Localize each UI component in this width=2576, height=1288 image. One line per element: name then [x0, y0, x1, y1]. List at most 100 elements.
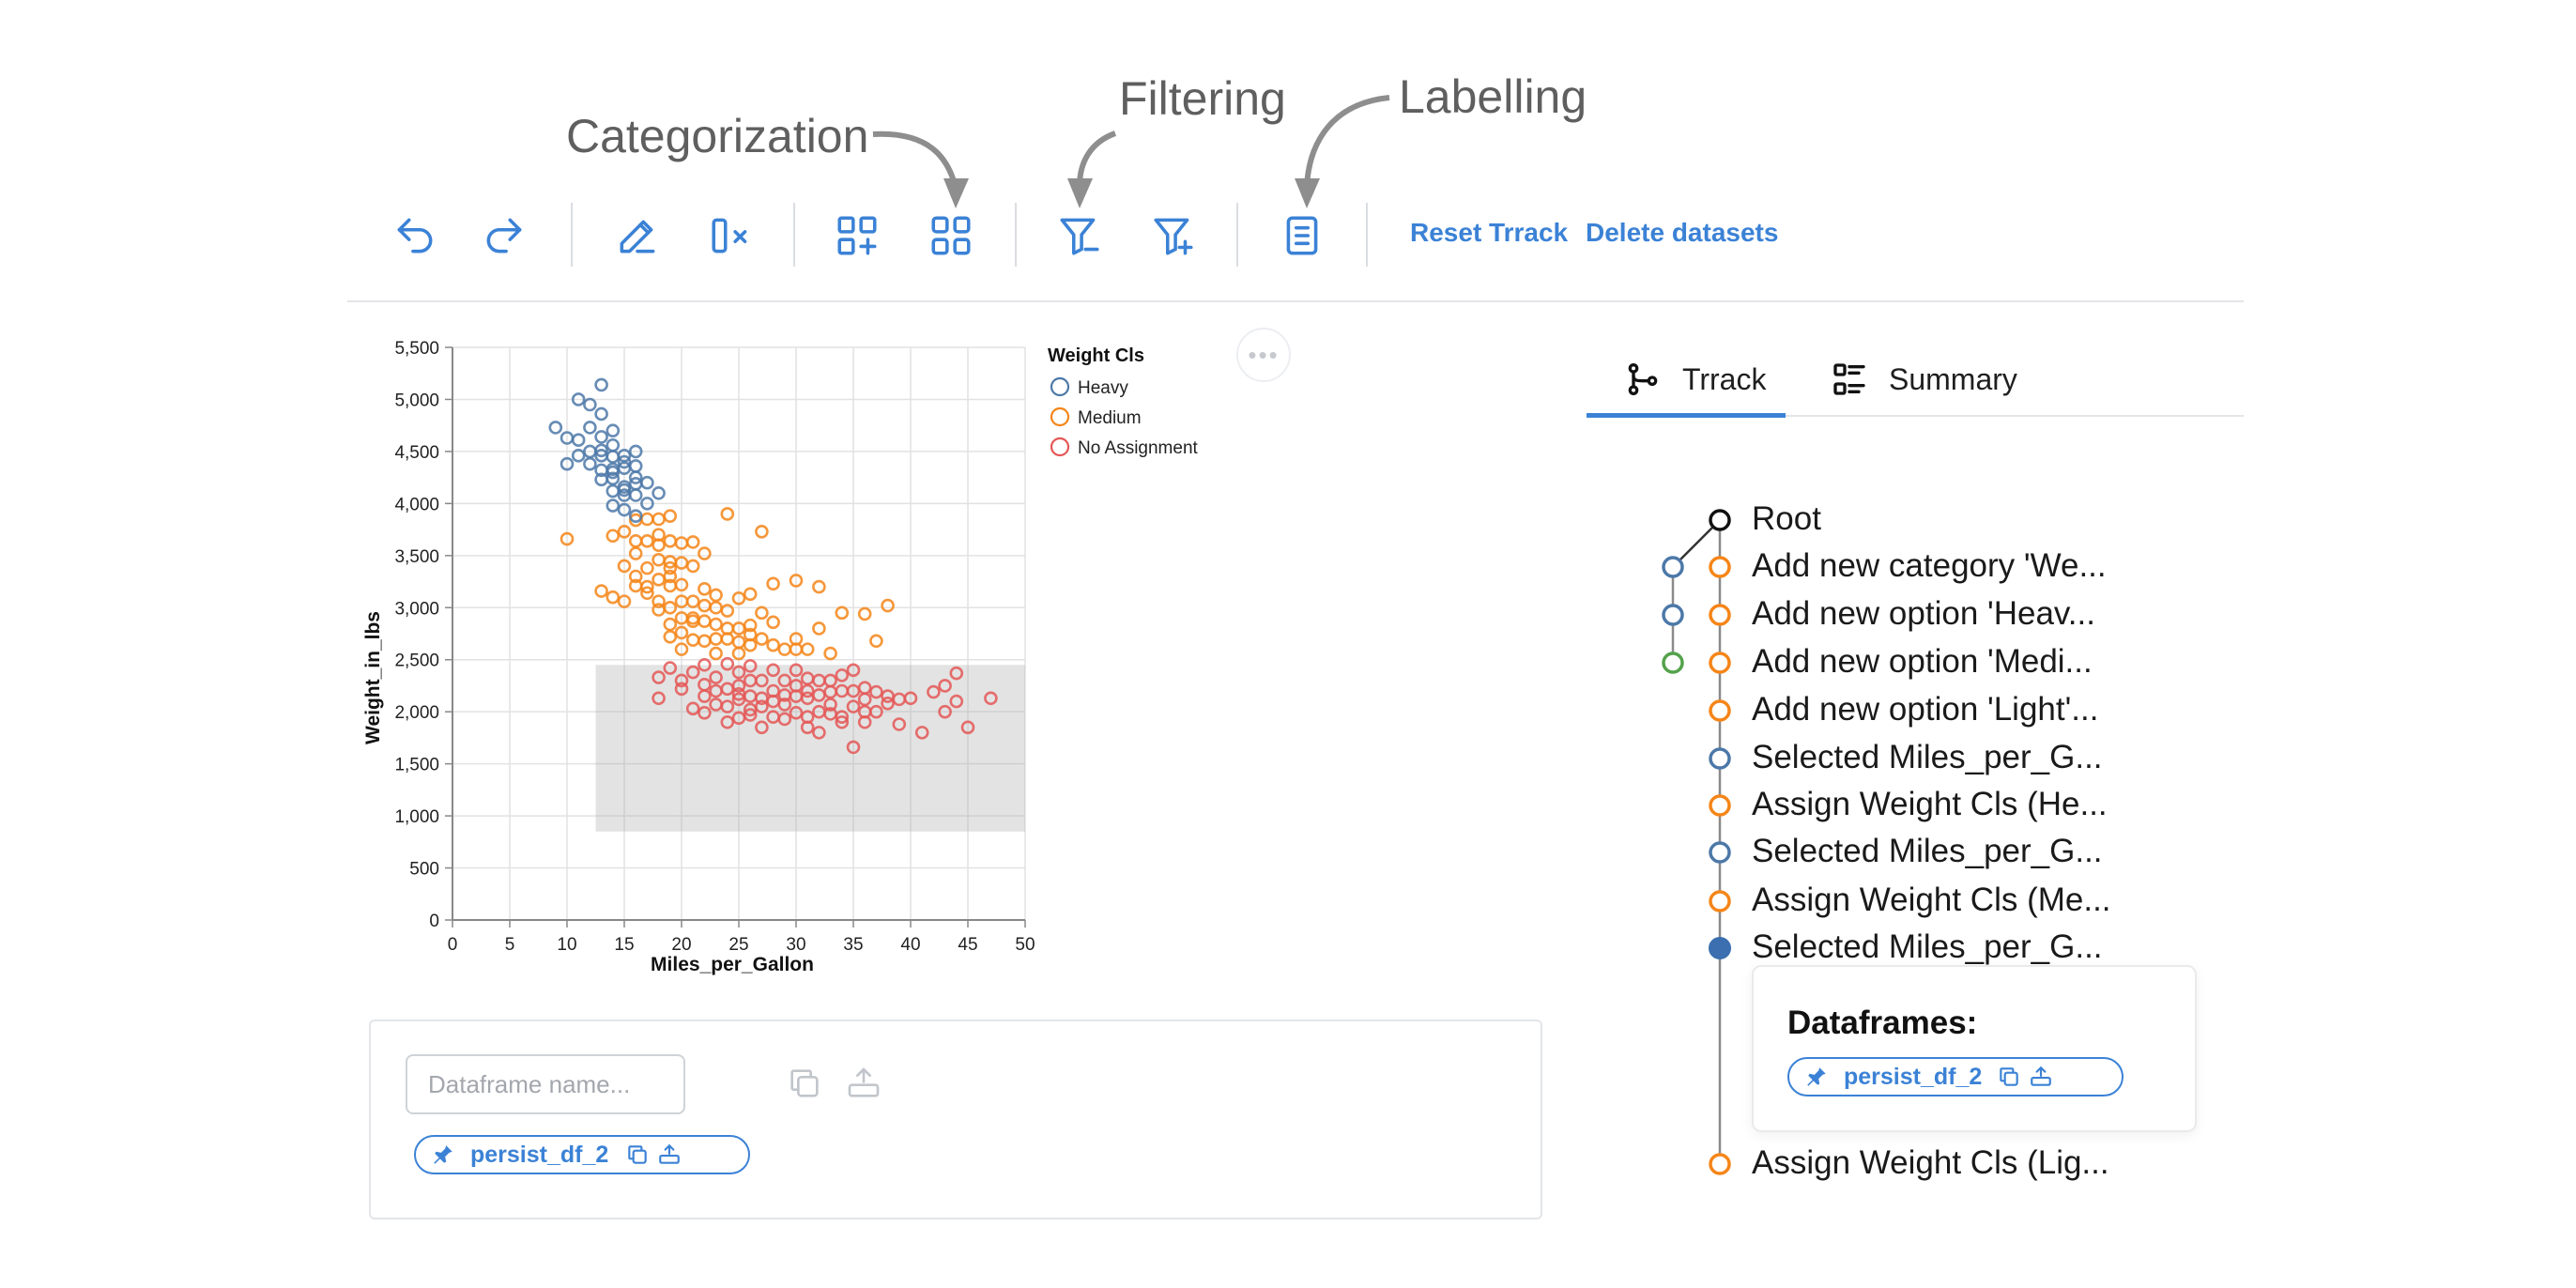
data-point — [674, 577, 689, 592]
data-point — [835, 668, 850, 682]
tree-side-node[interactable] — [1662, 556, 1684, 578]
category-grid-button[interactable] — [918, 203, 984, 268]
annotation-labelling: Labelling — [1399, 70, 1587, 123]
tree-node[interactable] — [1709, 556, 1731, 578]
filter-in-button[interactable] — [1141, 203, 1206, 268]
data-point — [743, 627, 758, 642]
tree-node[interactable] — [1709, 652, 1731, 674]
delete-datasets-button[interactable]: Delete datasets — [1586, 218, 1779, 247]
copy-dataframe-button[interactable] — [784, 1063, 825, 1104]
data-point — [835, 710, 850, 725]
x-tick-label: 30 — [786, 935, 805, 955]
load-icon[interactable] — [657, 1142, 682, 1167]
clear-column-icon — [712, 218, 747, 253]
pin-icon — [434, 1145, 452, 1164]
data-point — [628, 509, 643, 523]
data-point — [685, 665, 700, 680]
trrack-node-label[interactable]: Assign Weight Cls (Me... — [1752, 882, 2111, 918]
data-point — [938, 679, 952, 693]
trrack-node-label[interactable]: Assign Weight Cls (He... — [1752, 786, 2108, 822]
data-point — [869, 634, 883, 649]
add-category-button[interactable] — [824, 203, 890, 268]
copy-icon — [790, 1069, 819, 1097]
data-point — [594, 430, 608, 444]
trrack-node-label[interactable]: Selected Miles_per_G... — [1752, 739, 2103, 775]
chart-legend: Weight Cls Heavy Medium No Assignment — [1048, 345, 1199, 458]
dataframe-pill[interactable]: persist_df_2 — [414, 1135, 750, 1174]
undo-button[interactable] — [382, 203, 448, 268]
tab-summary[interactable]: Summary — [1831, 344, 2017, 415]
trrack-node-label[interactable]: Add new category 'We... — [1752, 547, 2107, 584]
tree-node-current[interactable] — [1709, 937, 1731, 959]
tree-node[interactable] — [1709, 890, 1731, 912]
copy-icon[interactable] — [625, 1142, 650, 1167]
tabs-divider — [1587, 415, 2244, 417]
chart-points — [548, 377, 998, 755]
scatter-chart[interactable]: 0 5 10 15 20 25 30 35 40 45 50 0 500 1,000 1,500 2,000… — [347, 319, 1249, 995]
annotation-filtering: Filtering — [1119, 72, 1286, 125]
data-point — [720, 656, 735, 671]
data-point — [846, 663, 861, 678]
tree-side-node[interactable] — [1662, 604, 1684, 626]
tree-node[interactable] — [1709, 1153, 1731, 1175]
tree-node[interactable] — [1709, 841, 1731, 864]
data-point — [628, 444, 643, 459]
edit-button[interactable] — [605, 203, 670, 268]
selection-brush[interactable] — [595, 665, 1026, 832]
data-point — [720, 604, 735, 618]
data-point — [731, 646, 746, 661]
label-button[interactable] — [1269, 203, 1335, 268]
data-point — [857, 606, 872, 621]
data-point — [571, 449, 586, 463]
trrack-node-label[interactable]: Add new option 'Heav... — [1752, 595, 2095, 632]
category-grid-icon — [931, 216, 971, 255]
trrack-node-label[interactable]: Assign Weight Cls (Lig... — [1752, 1144, 2109, 1181]
data-point — [766, 663, 780, 678]
y-tick-label: 2,000 — [394, 703, 439, 723]
data-point — [560, 531, 575, 546]
data-point — [731, 590, 746, 606]
clear-column-button[interactable] — [698, 203, 764, 268]
data-point — [685, 701, 700, 716]
tree-node[interactable] — [1709, 604, 1731, 626]
toolbar-separator — [1015, 203, 1017, 267]
trrack-node-label[interactable]: Add new option 'Light'... — [1752, 691, 2099, 728]
trrack-node-label[interactable]: Add new option 'Medi... — [1752, 643, 2093, 680]
data-point — [583, 397, 597, 412]
tree-node[interactable] — [1709, 509, 1731, 531]
copy-icon[interactable] — [1997, 1065, 2021, 1089]
y-tick-label: 3,000 — [394, 599, 439, 619]
chart-more-menu-button[interactable]: ••• — [1236, 328, 1291, 382]
dataframe-pill[interactable]: persist_df_2 — [1787, 1057, 2124, 1096]
tree-side-node[interactable] — [1662, 652, 1684, 674]
data-point — [606, 498, 621, 513]
trrack-node-label[interactable]: Root — [1752, 500, 1821, 537]
x-tick-label: 0 — [448, 935, 458, 955]
trrack-node-label[interactable]: Selected Miles_per_G... — [1752, 928, 2103, 965]
data-point — [663, 617, 678, 632]
y-tick-label: 4,000 — [394, 495, 439, 514]
tab-trrack[interactable]: Trrack — [1624, 344, 1766, 415]
filter-out-icon — [1060, 218, 1099, 255]
load-icon[interactable] — [2029, 1065, 2053, 1089]
data-point — [755, 606, 769, 621]
x-tick-label: 35 — [843, 935, 863, 955]
data-point — [949, 694, 964, 709]
tree-node[interactable] — [1709, 794, 1731, 817]
tree-node[interactable] — [1709, 747, 1731, 770]
tree-node[interactable] — [1709, 699, 1731, 722]
data-point — [743, 708, 758, 722]
trrack-node-label[interactable]: Selected Miles_per_G... — [1752, 833, 2103, 869]
filter-out-button[interactable] — [1047, 203, 1112, 268]
load-dataframe-button[interactable] — [843, 1063, 884, 1104]
data-point — [777, 642, 792, 656]
data-point — [800, 671, 815, 685]
y-tick-label: 1,500 — [394, 756, 439, 775]
redo-button[interactable] — [471, 203, 537, 268]
dataframe-name-input[interactable] — [406, 1054, 685, 1114]
data-point — [663, 533, 678, 548]
undo-icon — [397, 218, 433, 253]
reset-trrack-button[interactable]: Reset Trrack — [1410, 218, 1569, 247]
data-point — [743, 659, 758, 673]
data-point — [881, 598, 895, 613]
